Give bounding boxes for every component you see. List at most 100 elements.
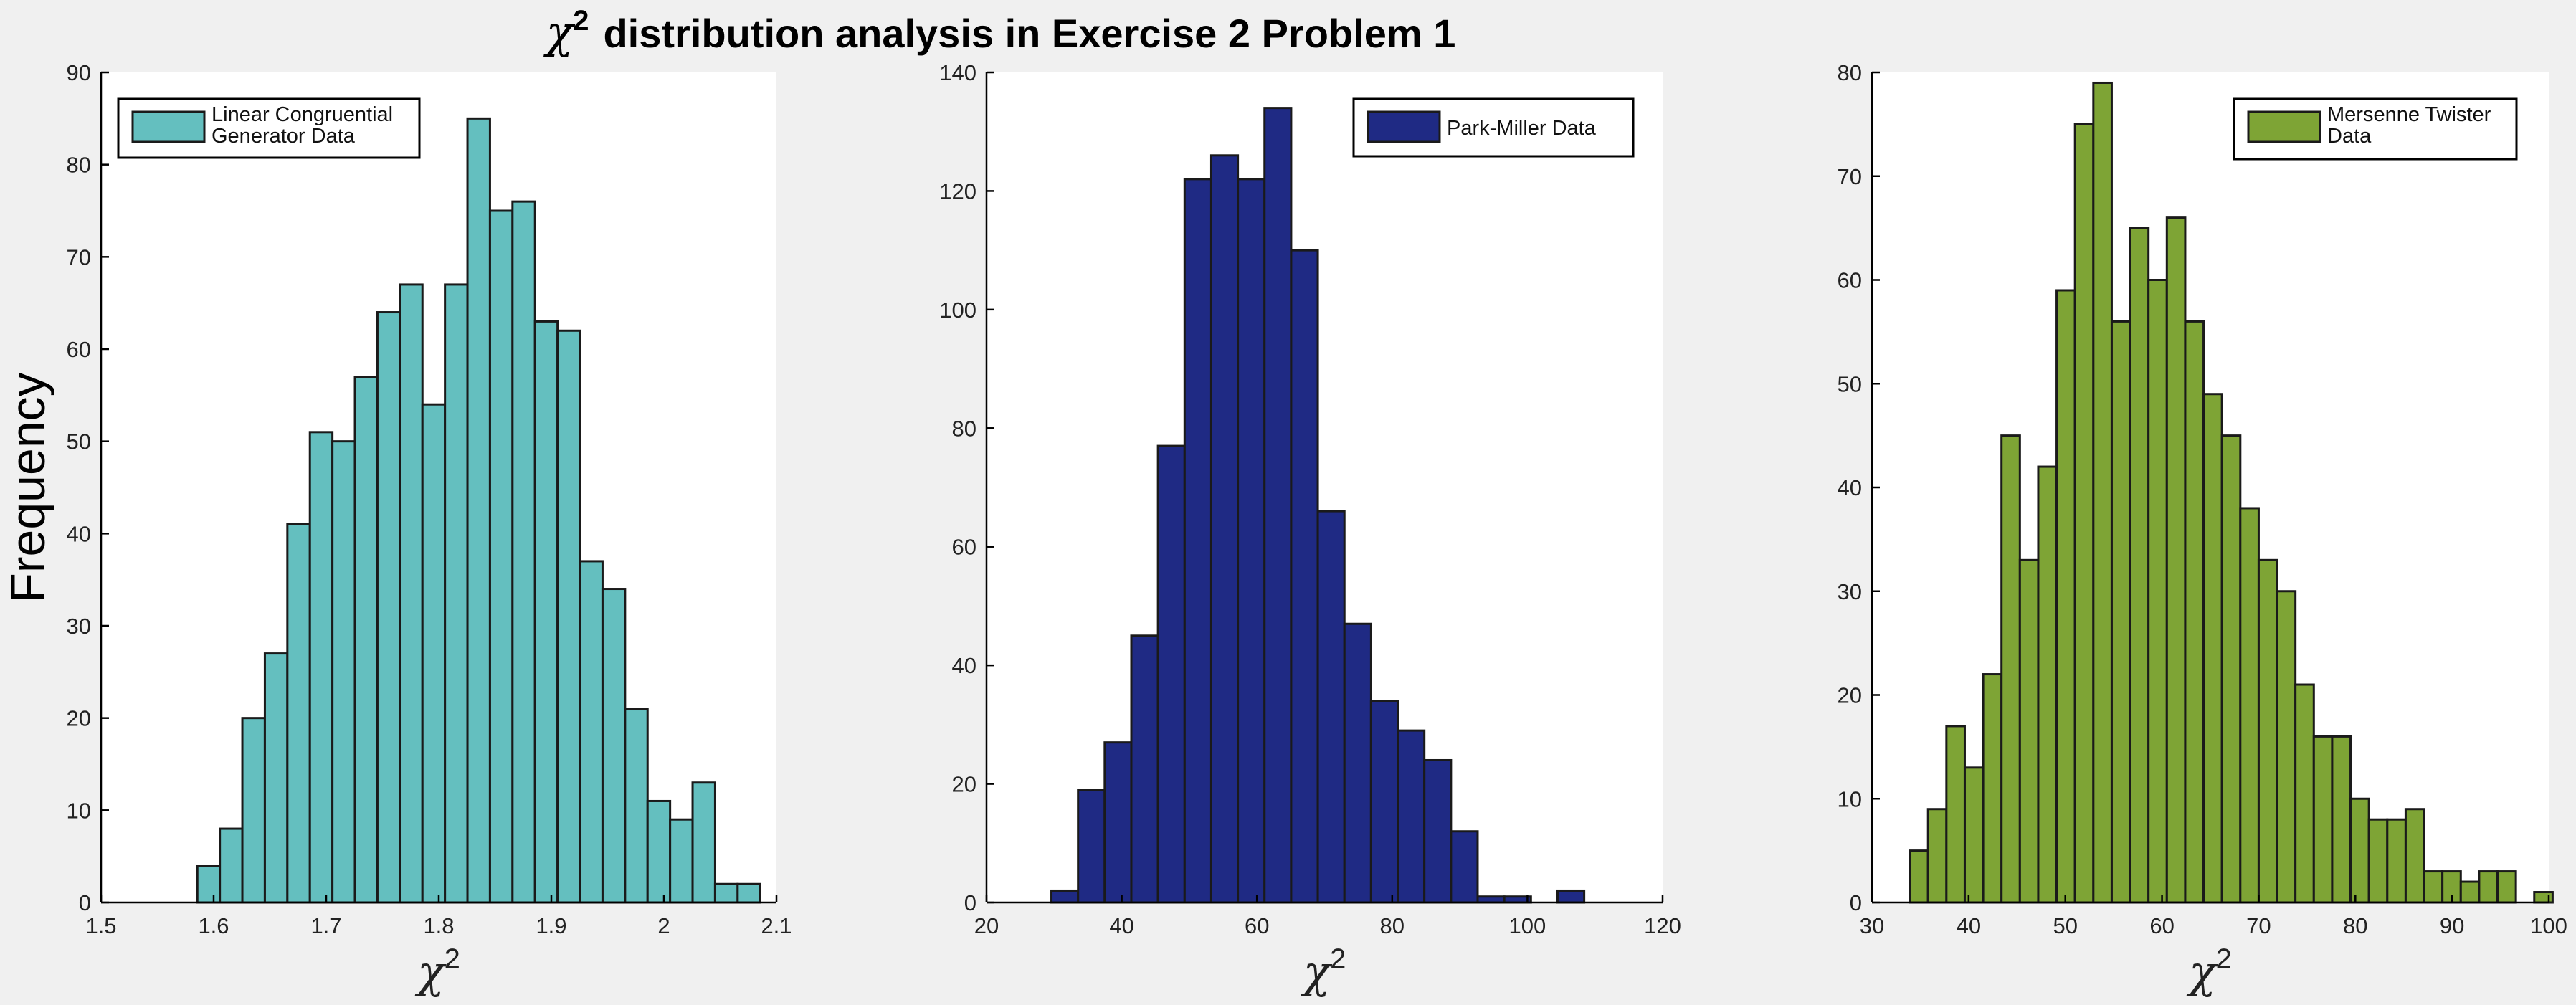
- y-tick-label: 50: [1838, 371, 1862, 396]
- histogram-bar: [601, 588, 627, 904]
- histogram-bar: [1183, 178, 1212, 904]
- histogram-bar: [2202, 393, 2223, 904]
- histogram-bar: [2496, 870, 2517, 904]
- histogram-bar: [196, 865, 222, 904]
- histogram-bar: [1209, 154, 1240, 904]
- x-label-chi-symbol: χ: [414, 946, 447, 998]
- histogram-bar: [219, 827, 244, 904]
- x-tick-label: 40: [1109, 913, 1133, 938]
- histogram-bar: [736, 882, 761, 904]
- x-tick-label: 1.6: [198, 913, 229, 938]
- histogram-bar: [2257, 558, 2278, 904]
- histogram-bar: [1556, 889, 1586, 904]
- y-tick-label: 40: [1838, 475, 1862, 500]
- y-tick-label: 80: [1838, 60, 1862, 85]
- histogram-bar: [713, 882, 739, 904]
- histogram-bar: [2367, 818, 2389, 904]
- legend-label: Generator Data: [212, 125, 356, 148]
- histogram-bar: [1316, 510, 1346, 904]
- histogram-bar: [2459, 880, 2481, 904]
- histogram-bar: [1077, 789, 1106, 904]
- histogram-bar: [1909, 849, 1929, 904]
- histogram-bar: [2331, 735, 2352, 904]
- histogram-bar: [2423, 870, 2444, 904]
- histogram-bar: [1397, 729, 1426, 904]
- histogram-bar: [1450, 830, 1479, 904]
- histogram-bar: [2055, 289, 2076, 904]
- histogram-bar: [2294, 683, 2315, 904]
- histogram-bar: [1423, 758, 1453, 904]
- title-text: distribution analysis in Exercise 2 Prob…: [603, 11, 1455, 56]
- legend-label: Data: [2327, 125, 2372, 148]
- y-tick-label: 30: [1838, 579, 1862, 604]
- x-label-superscript: 2: [445, 943, 460, 975]
- histogram-bar: [579, 560, 604, 904]
- y-tick-label: 40: [952, 653, 976, 678]
- histogram-bar: [399, 283, 424, 904]
- x-tick-label: 90: [2440, 913, 2464, 938]
- histogram-bar: [669, 818, 694, 904]
- histogram-bar: [1926, 808, 1948, 904]
- y-tick-label: 0: [964, 890, 976, 915]
- histogram-bar: [1369, 700, 1399, 904]
- x-tick-label: 1.8: [423, 913, 454, 938]
- histogram-bar: [1982, 673, 2003, 904]
- y-tick-label: 140: [939, 60, 976, 85]
- x-tick-label: 2: [657, 913, 670, 938]
- histogram-bar: [331, 440, 356, 904]
- histogram-bar: [2037, 465, 2058, 904]
- x-tick-label: 70: [2246, 913, 2271, 938]
- histogram-bar: [1237, 178, 1266, 904]
- histogram-bar: [1290, 249, 1319, 904]
- histogram-bar: [488, 209, 514, 904]
- x-tick-label: 100: [1509, 913, 1546, 938]
- y-tick-label: 70: [1838, 164, 1862, 189]
- x-tick-label: 1.5: [85, 913, 116, 938]
- y-tick-label: 120: [939, 178, 976, 204]
- x-tick-label: 60: [1245, 913, 1269, 938]
- title-chi-symbol: χ: [543, 6, 576, 58]
- histogram-bar: [2533, 891, 2554, 904]
- y-tick-label: 60: [67, 337, 91, 362]
- y-tick-label: 20: [1838, 683, 1862, 708]
- histogram-bar: [624, 708, 649, 904]
- histogram-bar: [2092, 81, 2113, 904]
- x-axis-label: χ2: [1301, 943, 1346, 998]
- x-tick-label: 80: [2343, 913, 2367, 938]
- y-tick-label: 70: [67, 244, 91, 270]
- histogram-bar: [2073, 123, 2095, 904]
- y-tick-label: 20: [952, 772, 976, 797]
- y-tick-label: 90: [67, 60, 91, 85]
- figure-title: χ2 distribution analysis in Exercise 2 Pr…: [543, 5, 1456, 58]
- histogram-bar: [2220, 434, 2242, 904]
- histogram-bar: [2404, 808, 2425, 904]
- histogram-bar: [533, 320, 559, 904]
- y-tick-label: 60: [952, 535, 976, 560]
- y-tick-label: 0: [79, 890, 91, 915]
- y-axis-label: Frequency: [1, 372, 55, 602]
- title-superscript: 2: [573, 5, 589, 37]
- histogram-bar: [2239, 507, 2260, 904]
- histogram-bar: [1130, 634, 1159, 904]
- legend: Park-Miller Data: [1352, 97, 1635, 158]
- histogram-bar: [691, 781, 716, 904]
- histogram-bar: [2165, 216, 2187, 904]
- histogram-bar: [1963, 766, 1985, 904]
- x-label-chi-symbol: χ: [2186, 946, 2218, 998]
- y-tick-label: 10: [67, 798, 91, 823]
- legend-label: Linear Congruential: [212, 103, 393, 126]
- histogram-bar: [2349, 797, 2370, 904]
- histogram-bar: [2386, 818, 2407, 904]
- y-tick-label: 50: [67, 429, 91, 454]
- histogram-bar: [241, 717, 266, 904]
- histogram-bar: [646, 799, 672, 904]
- histogram-bar: [1103, 741, 1133, 904]
- y-tick-label: 60: [1838, 268, 1862, 293]
- histogram-bar: [1050, 889, 1080, 904]
- histogram-bar: [1263, 107, 1293, 904]
- x-tick-label: 20: [974, 913, 999, 938]
